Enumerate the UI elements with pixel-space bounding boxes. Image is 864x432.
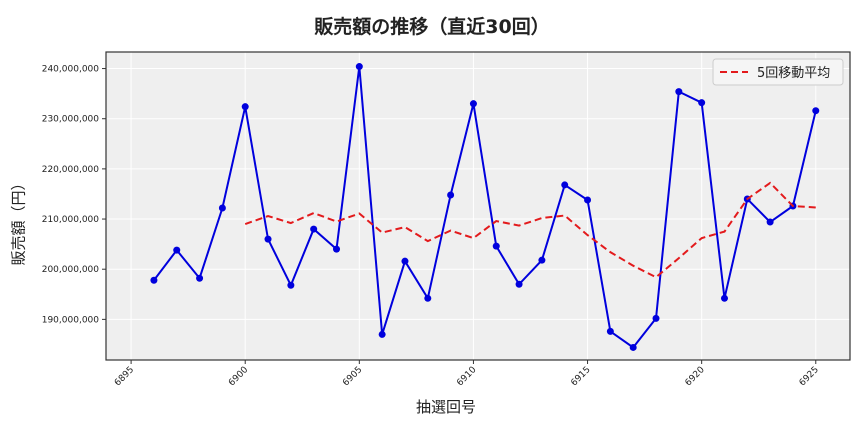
y-tick-label: 200,000,000 xyxy=(42,265,100,275)
sales-marker xyxy=(150,276,158,284)
legend-label: 5回移動平均 xyxy=(757,66,830,81)
x-tick-label: 6915 xyxy=(569,365,592,388)
y-tick-label: 230,000,000 xyxy=(42,115,100,125)
x-axis-label: 抽選回号 xyxy=(415,398,476,416)
sales-marker xyxy=(492,242,500,250)
sales-marker xyxy=(812,107,820,115)
legend-box xyxy=(712,58,844,86)
sales-marker xyxy=(606,327,614,335)
x-tick-label: 6920 xyxy=(684,365,707,388)
sales-marker xyxy=(698,99,706,107)
x-tick-label: 6905 xyxy=(341,365,364,388)
sales-marker xyxy=(515,280,523,288)
moving-average-line xyxy=(244,181,816,279)
sales-marker xyxy=(424,294,432,302)
sales-marker xyxy=(584,196,592,204)
sales-marker xyxy=(310,225,318,233)
sales-marker xyxy=(401,257,409,265)
y-tick-label: 220,000,000 xyxy=(42,165,100,175)
sales-marker xyxy=(333,245,341,253)
sales-marker xyxy=(218,204,226,212)
sales-marker xyxy=(287,281,295,289)
sales-marker xyxy=(469,100,477,108)
x-tick-label: 6895 xyxy=(113,365,136,388)
x-tick-label: 6910 xyxy=(455,365,478,388)
plot-frame xyxy=(105,51,851,361)
sales-marker xyxy=(173,246,181,254)
x-tick-label: 6925 xyxy=(798,365,821,388)
sales-marker xyxy=(447,191,455,199)
sales-marker xyxy=(355,63,363,71)
x-tick-label: 6900 xyxy=(227,365,250,388)
plot-background xyxy=(106,52,850,360)
sales-marker xyxy=(241,103,249,111)
sales-marker xyxy=(378,330,386,338)
sales-marker xyxy=(264,235,272,243)
y-tick-label: 240,000,000 xyxy=(42,65,100,75)
sales-marker xyxy=(652,314,660,322)
sales-marker xyxy=(538,256,546,264)
sales-marker xyxy=(766,218,774,226)
sales-marker xyxy=(629,343,637,351)
sales-line xyxy=(153,66,817,349)
sales-marker xyxy=(720,294,728,302)
chart-title: 販売額の推移（直近30回） xyxy=(314,16,550,38)
sales-marker xyxy=(561,181,569,189)
sales-marker xyxy=(196,274,204,282)
y-tick-label: 190,000,000 xyxy=(42,315,100,325)
y-tick-label: 210,000,000 xyxy=(42,215,100,225)
sales-marker xyxy=(675,88,683,96)
